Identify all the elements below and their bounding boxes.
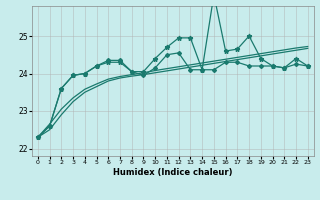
X-axis label: Humidex (Indice chaleur): Humidex (Indice chaleur): [113, 168, 233, 177]
